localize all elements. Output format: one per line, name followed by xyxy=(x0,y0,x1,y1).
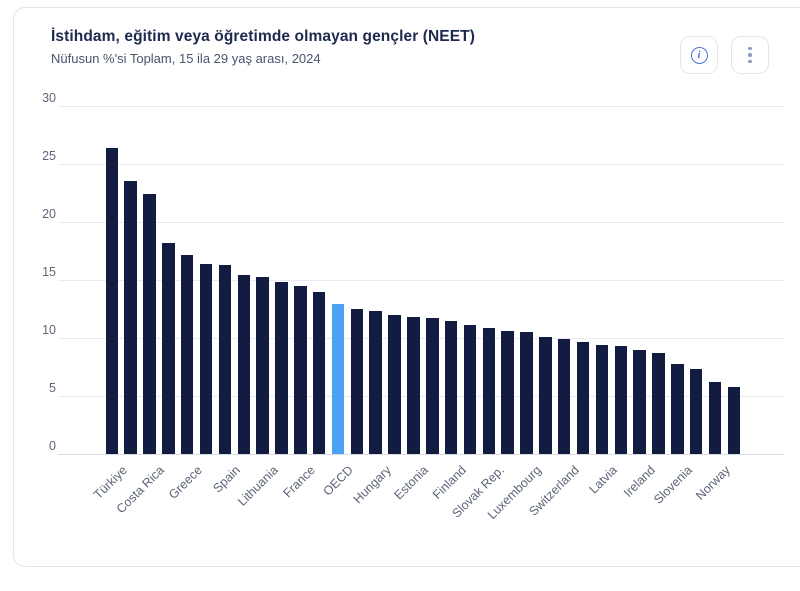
bar-unlabeled-14[interactable] xyxy=(350,309,364,454)
gridline-y-10 xyxy=(58,338,784,339)
bar-unlabeled-6[interactable] xyxy=(199,263,213,454)
gridline-y-25 xyxy=(58,164,784,165)
bar-greece[interactable] xyxy=(180,254,194,454)
y-axis-tick-5: 5 xyxy=(49,381,56,395)
kebab-vertical-icon xyxy=(748,46,752,64)
bar-unlabeled-34[interactable] xyxy=(727,386,741,454)
bar-unlabeled-24[interactable] xyxy=(539,336,552,454)
gridline-y-15 xyxy=(58,280,784,281)
bar-unlabeled-18[interactable] xyxy=(426,318,439,454)
page-title: İstihdam, eğitim veya öğretimde olmayan … xyxy=(51,28,476,45)
bar-slovak-rep-[interactable] xyxy=(482,327,495,454)
bar-unlabeled-4[interactable] xyxy=(162,242,175,454)
bar-finland[interactable] xyxy=(444,320,458,454)
chart-subtitle: Nüfusun %'si Toplam, 15 ila 29 yaş arası… xyxy=(51,51,321,66)
bar-spain[interactable] xyxy=(218,264,232,454)
bar-switzerland[interactable] xyxy=(557,339,571,454)
gridline-y-5 xyxy=(58,396,784,397)
bar-france[interactable] xyxy=(294,285,307,454)
bar-oecd[interactable] xyxy=(331,304,345,454)
y-axis-tick-20: 20 xyxy=(42,207,56,221)
bar-unlabeled-8[interactable] xyxy=(237,275,250,454)
bar-latvia[interactable] xyxy=(595,345,609,454)
bar-ireland[interactable] xyxy=(633,349,646,454)
y-axis-tick-25: 25 xyxy=(42,149,56,163)
bar-hungary[interactable] xyxy=(369,311,382,454)
gridline-y-20 xyxy=(58,222,784,223)
bar-lithuania[interactable] xyxy=(256,276,269,454)
more-options-button[interactable] xyxy=(731,36,769,74)
bar-unlabeled-30[interactable] xyxy=(652,353,665,454)
bar-unlabeled-12[interactable] xyxy=(312,291,326,454)
bar-unlabeled-26[interactable] xyxy=(576,341,590,454)
y-axis-tick-15: 15 xyxy=(42,265,56,279)
bar-unlabeled-32[interactable] xyxy=(689,369,703,454)
info-circle-icon: i xyxy=(690,46,708,64)
bar-unlabeled-2[interactable] xyxy=(124,181,137,454)
bar-unlabeled-16[interactable] xyxy=(388,314,401,454)
bar-costa-rica[interactable] xyxy=(143,194,156,454)
y-axis-tick-10: 10 xyxy=(42,323,56,337)
bar-unlabeled-22[interactable] xyxy=(501,331,514,454)
gridline-y-30 xyxy=(58,106,784,107)
bar-norway[interactable] xyxy=(708,382,722,454)
y-axis-tick-30: 30 xyxy=(42,91,56,105)
y-axis-tick-0: 0 xyxy=(49,439,56,453)
bar-estonia[interactable] xyxy=(407,317,420,454)
bar-unlabeled-10[interactable] xyxy=(275,282,288,454)
bar-luxembourg[interactable] xyxy=(520,332,533,454)
bar-unlabeled-28[interactable] xyxy=(614,346,627,454)
bar-slovenia[interactable] xyxy=(671,363,684,454)
bar-t-rkiye[interactable] xyxy=(105,147,118,454)
bar-unlabeled-20[interactable] xyxy=(463,325,477,454)
info-button[interactable]: i xyxy=(680,36,718,74)
gridline-y-0 xyxy=(58,454,784,455)
